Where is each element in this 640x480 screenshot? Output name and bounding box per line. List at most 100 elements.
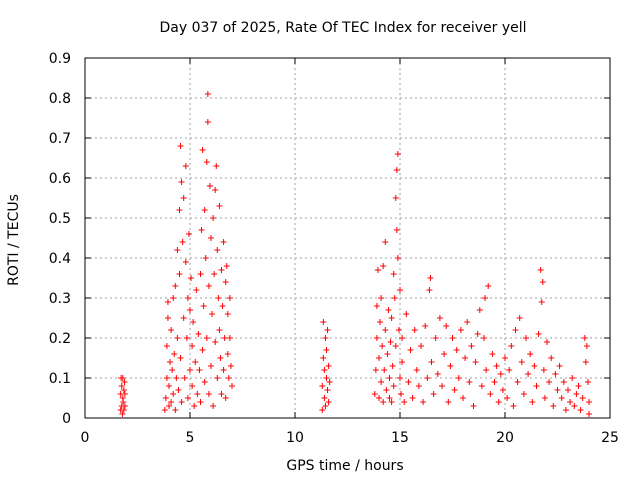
data-point xyxy=(176,271,183,277)
data-point xyxy=(451,387,458,393)
data-point xyxy=(197,399,204,405)
data-point xyxy=(212,187,219,193)
y-tick-label: 0.5 xyxy=(49,211,71,227)
data-point xyxy=(173,375,180,381)
plot-frame xyxy=(84,57,611,419)
data-point xyxy=(183,335,190,341)
data-point xyxy=(216,203,223,209)
data-point xyxy=(202,255,209,261)
data-point xyxy=(212,339,219,345)
data-point xyxy=(386,395,393,401)
data-point xyxy=(394,255,401,261)
data-point xyxy=(324,327,331,333)
data-point xyxy=(205,283,212,289)
data-point xyxy=(441,351,448,357)
data-point xyxy=(581,335,588,341)
data-point xyxy=(567,399,574,405)
data-point xyxy=(506,367,513,373)
data-point xyxy=(229,383,235,389)
data-point xyxy=(373,303,380,309)
data-point xyxy=(225,375,232,381)
data-point xyxy=(373,335,380,341)
data-point xyxy=(497,371,504,377)
data-point xyxy=(430,391,437,397)
data-point xyxy=(443,323,450,329)
x-tick-label: 25 xyxy=(601,430,619,446)
data-point xyxy=(211,271,218,277)
data-point xyxy=(403,311,410,317)
data-point xyxy=(325,399,332,405)
data-point xyxy=(176,207,183,213)
data-point xyxy=(537,267,544,273)
data-point xyxy=(199,147,206,153)
data-point xyxy=(392,195,399,201)
data-point xyxy=(322,335,329,341)
data-point xyxy=(203,335,210,341)
data-point xyxy=(535,331,542,337)
data-point xyxy=(554,387,561,393)
data-point xyxy=(209,311,216,317)
x-axis-label: GPS time / hours xyxy=(286,458,403,474)
data-point xyxy=(562,407,569,413)
data-point xyxy=(388,399,395,405)
data-point xyxy=(168,327,175,333)
x-tick-label: 15 xyxy=(391,430,409,446)
data-point xyxy=(208,235,214,241)
data-point xyxy=(324,387,331,393)
data-point xyxy=(194,391,201,397)
y-axis-label: ROTI / TECUs xyxy=(6,194,22,286)
data-point xyxy=(388,315,395,321)
data-point xyxy=(321,395,328,401)
data-point xyxy=(218,391,225,397)
data-point xyxy=(583,343,590,349)
data-point xyxy=(397,287,403,293)
x-tick-label: 20 xyxy=(496,430,514,446)
data-point xyxy=(182,259,189,265)
data-point xyxy=(226,295,233,301)
data-point xyxy=(382,239,389,245)
data-point xyxy=(381,367,388,373)
data-point xyxy=(224,351,231,357)
data-point xyxy=(163,375,170,381)
y-tick-label: 0.7 xyxy=(49,131,71,147)
data-point xyxy=(502,355,508,361)
data-point xyxy=(468,343,475,349)
data-point xyxy=(512,327,519,333)
data-point xyxy=(322,403,329,409)
data-point xyxy=(198,227,205,233)
data-point xyxy=(527,351,534,357)
data-point xyxy=(384,351,391,357)
data-point xyxy=(379,343,386,349)
data-point xyxy=(394,151,401,157)
data-point xyxy=(162,395,169,401)
data-point xyxy=(420,399,427,405)
data-point xyxy=(220,367,227,373)
data-point xyxy=(227,363,234,369)
data-point xyxy=(205,391,212,397)
data-point xyxy=(220,239,227,245)
data-point xyxy=(121,403,128,409)
data-point xyxy=(323,347,330,353)
y-tick-label: 0.2 xyxy=(49,331,71,347)
data-point xyxy=(119,411,126,417)
data-point xyxy=(558,395,565,401)
data-point xyxy=(179,239,186,245)
y-tick-label: 0.4 xyxy=(49,251,71,267)
x-tick-label: 10 xyxy=(286,430,304,446)
data-point xyxy=(390,383,397,389)
data-point xyxy=(184,295,191,301)
data-point xyxy=(418,343,424,349)
data-point xyxy=(582,359,589,365)
data-point xyxy=(119,375,126,381)
data-point xyxy=(436,315,443,321)
data-point xyxy=(427,275,434,281)
data-point xyxy=(411,327,418,333)
data-point xyxy=(387,339,394,345)
data-point xyxy=(523,335,529,341)
data-point xyxy=(482,295,489,301)
data-point xyxy=(222,279,229,285)
data-point xyxy=(380,263,387,269)
data-point xyxy=(213,163,220,169)
data-point xyxy=(192,359,199,365)
data-point xyxy=(405,379,412,385)
